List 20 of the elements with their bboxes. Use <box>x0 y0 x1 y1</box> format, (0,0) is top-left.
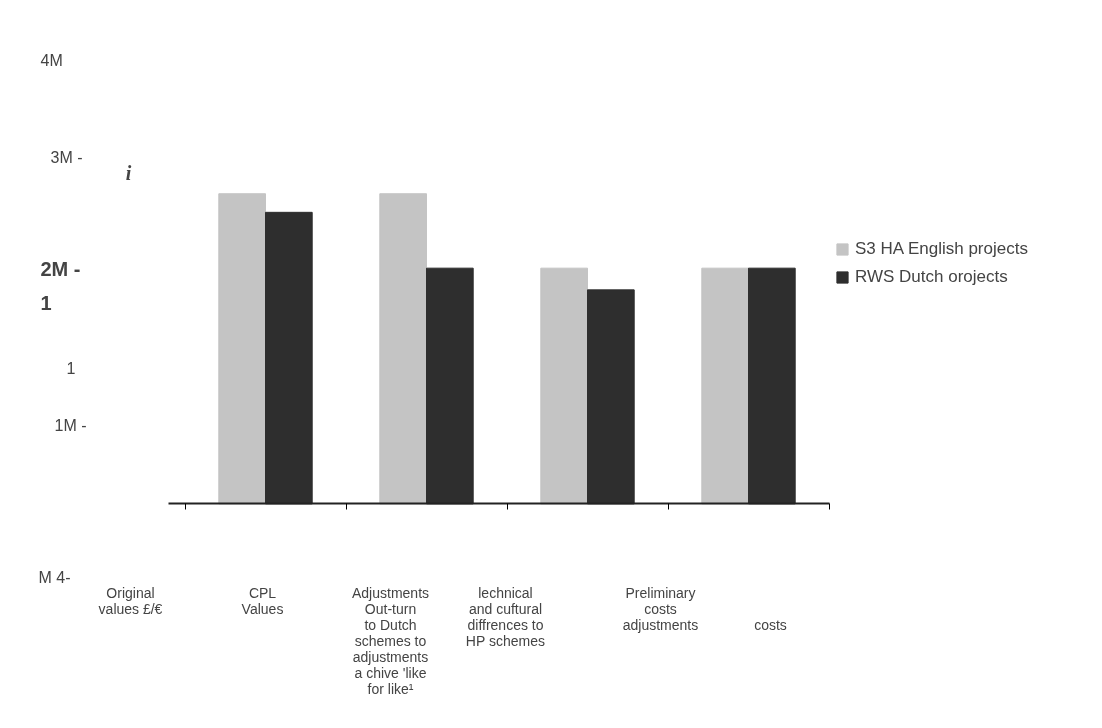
text: 4M <box>40 52 63 69</box>
text: lechnical and cuftural diffrences to HP schemes <box>465 584 545 649</box>
text: costs <box>754 616 787 633</box>
text: i <box>125 161 132 184</box>
bar <box>218 193 266 505</box>
bar <box>540 267 588 505</box>
bar <box>701 267 749 505</box>
text: CPL Values <box>241 584 284 617</box>
text: 2M - <box>40 257 81 280</box>
text: 1 <box>66 359 76 377</box>
text: Adjustments Out-turn to Dutch schemes to adjustments a chive 'like for like¹ <box>351 584 430 697</box>
legend-label: RWS Dutch orojects <box>855 267 1008 287</box>
legend-label: S3 HA English projects <box>855 239 1028 259</box>
bar <box>379 193 427 505</box>
text: Original values £/€ <box>98 584 163 617</box>
text: Preliminary costs adjustments <box>622 584 699 633</box>
text: 1 <box>40 291 52 314</box>
text: M 4- <box>38 569 71 586</box>
text: 1M - <box>54 417 87 434</box>
text: 3M - <box>50 149 83 166</box>
